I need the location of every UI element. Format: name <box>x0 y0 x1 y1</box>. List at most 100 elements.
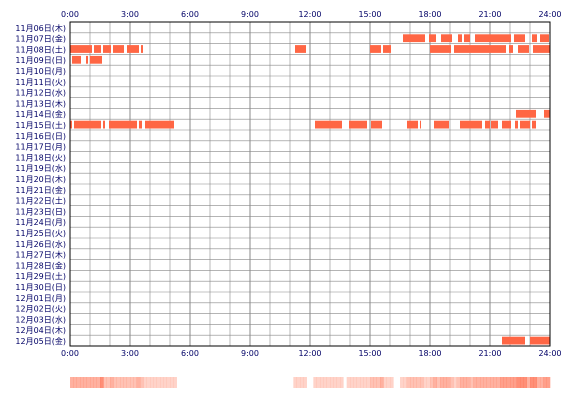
density-cell <box>470 377 474 388</box>
density-cell <box>490 377 494 388</box>
activity-bar <box>74 120 101 129</box>
row-label: 11月13日(木) <box>15 98 66 108</box>
row-label: 11月30日(日) <box>15 283 66 292</box>
density-cell <box>130 377 134 388</box>
row-label: 11月15日(土) <box>15 120 66 130</box>
density-cell <box>303 377 307 388</box>
density-cell <box>473 377 477 388</box>
row-label: 11月11日(火) <box>15 78 66 87</box>
x-tick-label-top: 15:00 <box>358 10 381 19</box>
density-cell <box>80 377 84 388</box>
row-label: 12月04日(木) <box>15 325 66 335</box>
activity-bar <box>491 120 498 129</box>
row-label: 11月18日(火) <box>15 153 66 162</box>
x-tick-label-bottom: 24:00 <box>538 349 561 358</box>
summary-strip <box>70 377 551 388</box>
density-cell <box>496 377 501 388</box>
x-tick-label-bottom: 15:00 <box>358 349 381 358</box>
activity-bar <box>315 120 342 129</box>
density-cell <box>540 377 544 388</box>
density-cell <box>373 377 377 388</box>
density-cell <box>463 377 467 388</box>
density-cell <box>340 377 344 388</box>
activity-bar <box>502 120 511 129</box>
activity-bar <box>103 120 105 129</box>
density-cell <box>100 377 104 388</box>
x-tick-label-bottom: 3:00 <box>121 349 139 358</box>
density-cell <box>400 377 404 388</box>
activity-bar <box>430 45 451 53</box>
activity-bar <box>403 34 425 43</box>
density-cell <box>493 377 497 388</box>
density-cell <box>403 377 407 388</box>
activity-bar <box>460 120 482 129</box>
density-cell <box>410 377 414 388</box>
x-tick-label-top: 24:00 <box>538 10 561 19</box>
row-label: 12月01日(月) <box>15 294 66 303</box>
activity-bar <box>113 45 124 53</box>
row-label: 11月22日(土) <box>15 196 66 206</box>
density-cell <box>73 377 77 388</box>
activity-bar <box>407 120 418 129</box>
activity-bar <box>86 55 88 64</box>
activity-bar <box>429 34 436 43</box>
x-tick-label-bottom: 0:00 <box>61 349 79 358</box>
row-label: 11月26日(水) <box>15 239 66 249</box>
activity-bar <box>544 109 550 118</box>
activity-bar <box>509 45 513 53</box>
density-cell <box>533 377 537 388</box>
row-label: 12月03日(水) <box>15 314 66 324</box>
density-cell <box>506 377 511 388</box>
density-cell <box>300 377 304 388</box>
activity-bar <box>434 120 449 129</box>
density-cell <box>476 377 481 388</box>
activity-bar <box>515 120 518 129</box>
activity-bar <box>127 45 139 53</box>
density-cell <box>116 377 121 388</box>
activity-bar <box>109 120 137 129</box>
density-cell <box>166 377 171 388</box>
row-label: 11月29日(土) <box>15 271 66 281</box>
density-cell <box>156 377 161 388</box>
row-label: 11月19日(水) <box>15 163 66 173</box>
density-cell <box>406 377 411 388</box>
activity-bar <box>371 120 382 129</box>
row-label: 11月25日(火) <box>15 229 66 238</box>
activity-bar <box>349 120 367 129</box>
row-label: 11月12日(水) <box>15 88 66 98</box>
chart-frame <box>69 21 551 347</box>
activity-bar <box>295 45 306 53</box>
density-cell <box>516 377 521 388</box>
density-cell <box>170 377 174 388</box>
x-tick-label-bottom: 9:00 <box>241 349 259 358</box>
row-label: 11月23日(日) <box>15 207 66 216</box>
x-tick-label-top: 12:00 <box>298 10 321 19</box>
density-cell <box>426 377 431 388</box>
row-label: 11月09日(日) <box>15 56 66 65</box>
x-tick-label-bottom: 12:00 <box>298 349 321 358</box>
density-cell <box>500 377 504 388</box>
density-cell <box>440 377 444 388</box>
density-cell <box>370 377 374 388</box>
row-label: 11月24日(月) <box>15 218 66 227</box>
density-cell <box>136 377 141 388</box>
density-cell <box>356 377 361 388</box>
density-cell <box>510 377 514 388</box>
density-cell <box>326 377 331 388</box>
density-cell <box>420 377 424 388</box>
density-cell <box>436 377 441 388</box>
density-cell <box>386 377 391 388</box>
activity-bar <box>70 45 92 53</box>
density-cell <box>380 377 384 388</box>
activity-bar <box>420 120 421 129</box>
density-cell <box>320 377 324 388</box>
row-label: 11月27日(木) <box>15 250 66 260</box>
density-cell <box>143 377 147 388</box>
density-cell <box>360 377 364 388</box>
density-cell <box>296 377 301 388</box>
density-cell <box>160 377 164 388</box>
x-tick-label-top: 21:00 <box>478 10 501 19</box>
density-cell <box>83 377 87 388</box>
activity-bar <box>70 120 72 129</box>
